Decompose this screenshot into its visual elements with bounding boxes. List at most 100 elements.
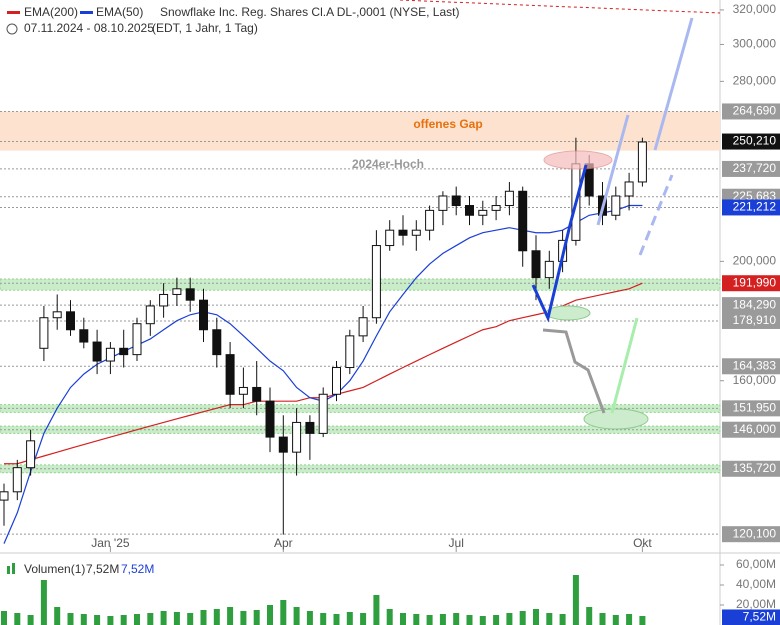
candle-body xyxy=(518,190,528,252)
candle-body xyxy=(66,311,75,331)
level-label: 225,683 xyxy=(733,189,777,203)
level-box xyxy=(722,400,780,417)
x-tick-label: Apr xyxy=(274,536,293,550)
candle-body xyxy=(491,205,501,211)
candle-body xyxy=(199,299,208,331)
candle-body xyxy=(345,335,355,369)
legend: EMA(200) EMA(50) Snowflake Inc. Reg. Sha… xyxy=(6,5,459,576)
volume-bar xyxy=(27,615,34,625)
highlight xyxy=(583,408,649,430)
y-tick-label: 320,000 xyxy=(733,2,777,16)
volume-bar xyxy=(14,613,21,625)
highlight xyxy=(543,150,613,170)
candle-body xyxy=(358,317,368,337)
volume-bar xyxy=(240,611,247,625)
level-label: 164,383 xyxy=(733,358,777,372)
gap-label: offenes Gap xyxy=(413,117,482,131)
volume-value: 7,52M xyxy=(86,562,119,576)
candle-body xyxy=(252,386,262,402)
annotations xyxy=(531,17,694,430)
level-label: 237,720 xyxy=(733,161,777,175)
level-box xyxy=(722,421,780,438)
volume-bar xyxy=(54,607,61,625)
arrow xyxy=(596,114,630,226)
legend-label: EMA(50) xyxy=(96,5,143,19)
candle-body xyxy=(332,367,341,395)
volume-bar xyxy=(253,610,260,625)
candle-body xyxy=(611,195,621,216)
volume-bar xyxy=(466,615,473,625)
y-tick-label: 20,00M xyxy=(736,597,776,611)
level-box xyxy=(722,312,780,329)
volume-bar xyxy=(80,614,87,625)
candle-body xyxy=(411,229,421,236)
volume-bar xyxy=(293,607,300,625)
volume-bar xyxy=(267,605,273,625)
volume-bar xyxy=(346,612,353,625)
support-zone xyxy=(0,278,721,291)
candle-body xyxy=(12,467,22,493)
legend-swatch xyxy=(7,11,20,14)
volume-bar xyxy=(360,613,367,625)
level-box xyxy=(722,460,780,477)
volume-bar xyxy=(386,609,393,625)
volume-bar xyxy=(320,613,327,625)
volume-bar xyxy=(599,613,606,625)
legend-swatch xyxy=(80,11,93,14)
arrow xyxy=(638,174,674,256)
volume-bar xyxy=(546,613,553,625)
candle-body xyxy=(292,421,302,453)
volume-bar xyxy=(227,607,234,625)
volume-bar xyxy=(612,615,619,625)
volume-bar xyxy=(120,615,127,625)
level-box xyxy=(722,160,780,177)
volume-bar xyxy=(506,613,513,625)
volume-bar xyxy=(479,616,486,625)
candle-body xyxy=(278,436,288,453)
arrow xyxy=(531,164,588,323)
level-box xyxy=(722,297,780,314)
date-range: 07.11.2024 - 08.10.2025 xyxy=(24,21,154,35)
x-tick-label: Jul xyxy=(449,536,464,550)
candle-body xyxy=(531,250,541,279)
volume-bar xyxy=(147,613,154,625)
level-label: 151,950 xyxy=(733,401,777,415)
volume-bar xyxy=(626,614,633,625)
candle-body xyxy=(159,293,169,307)
level-label: 120,100 xyxy=(733,526,777,540)
clock-icon xyxy=(6,23,18,35)
volume-bar xyxy=(187,613,194,625)
volume-bar xyxy=(533,609,539,625)
volume-bar xyxy=(413,614,420,625)
candle-body xyxy=(478,209,488,216)
volume-bar xyxy=(400,613,406,625)
level-label: 146,000 xyxy=(733,422,777,436)
candle-body xyxy=(465,205,474,216)
y-tick-label: 300,000 xyxy=(733,37,777,51)
volume-bar xyxy=(559,614,566,625)
candle-body xyxy=(172,288,182,295)
candle-body xyxy=(544,260,554,279)
candle-body xyxy=(265,400,275,438)
chart-title: Snowflake Inc. Reg. Shares Cl.A DL-,0001… xyxy=(160,5,459,19)
volume-bar xyxy=(493,615,500,625)
volume-value: 7,52M xyxy=(743,610,776,624)
candle-body xyxy=(26,440,36,469)
volume-bar xyxy=(333,614,340,625)
level-label: 221,212 xyxy=(733,200,777,214)
candle-body xyxy=(145,305,155,325)
candle-body xyxy=(451,195,461,207)
candle-body xyxy=(225,354,235,395)
candle-body xyxy=(371,245,381,319)
candle-body xyxy=(52,311,62,319)
volume-bar xyxy=(134,614,140,625)
volume-bar xyxy=(40,580,47,625)
volume-bar xyxy=(213,609,220,625)
volume-bar xyxy=(439,614,446,625)
arrow xyxy=(542,328,606,414)
candle-body xyxy=(92,341,102,362)
candle-body xyxy=(438,195,448,211)
trend-line xyxy=(399,0,721,14)
candle-body xyxy=(119,347,129,356)
